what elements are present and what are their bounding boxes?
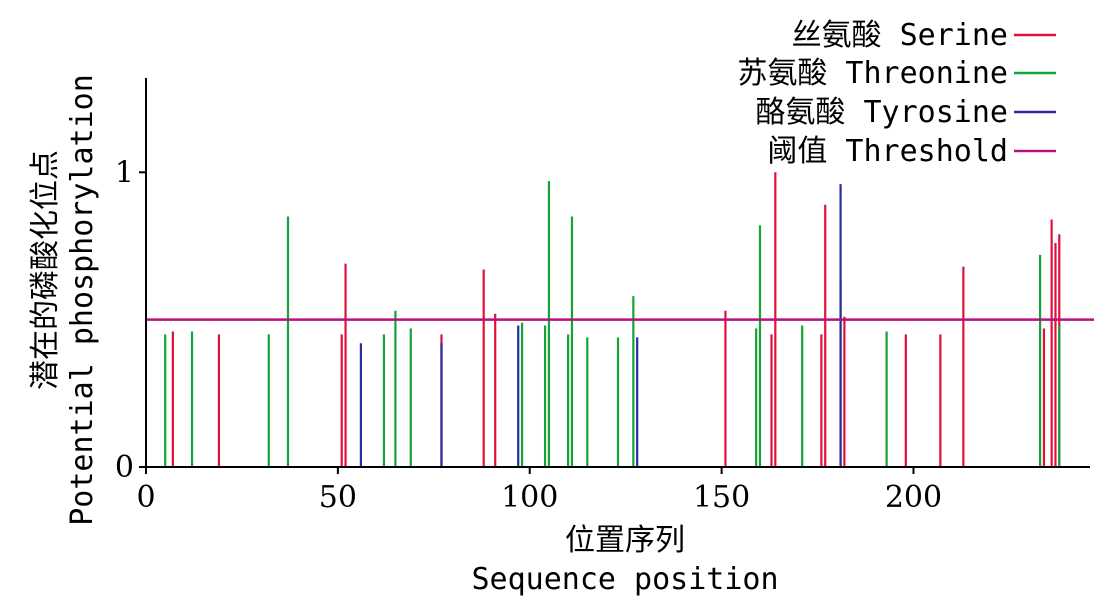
y-axis-title-cn: 潜在的磷酸化位点 <box>28 150 63 390</box>
x-tick-label-0: 0 <box>136 480 155 515</box>
x-tick-label-50: 50 <box>319 480 357 515</box>
x-tick-label-200: 200 <box>885 480 942 515</box>
y-tick-label-1: 1 <box>115 155 134 190</box>
axes: 0 50 100 150 200 0 1 <box>115 78 1090 515</box>
legend-label-1: 苏氨酸 Threonine <box>737 56 1008 91</box>
legend-label-2: 酪氨酸 Tyrosine <box>755 95 1008 130</box>
x-axis-title-cn: 位置序列 <box>565 523 685 558</box>
x-tick-label-150: 150 <box>693 480 750 515</box>
legend-label-3: 阈值 Threshold <box>767 134 1008 169</box>
y-tick-label-0: 0 <box>115 450 134 485</box>
bar-marks <box>164 172 1061 467</box>
x-axis-title-en: Sequence position <box>471 562 778 597</box>
y-axis-title-en: Potential phosphorylation <box>65 74 100 526</box>
x-tick-label-100: 100 <box>501 480 558 515</box>
legend-label-0: 丝氨酸 Serine <box>792 18 1008 53</box>
